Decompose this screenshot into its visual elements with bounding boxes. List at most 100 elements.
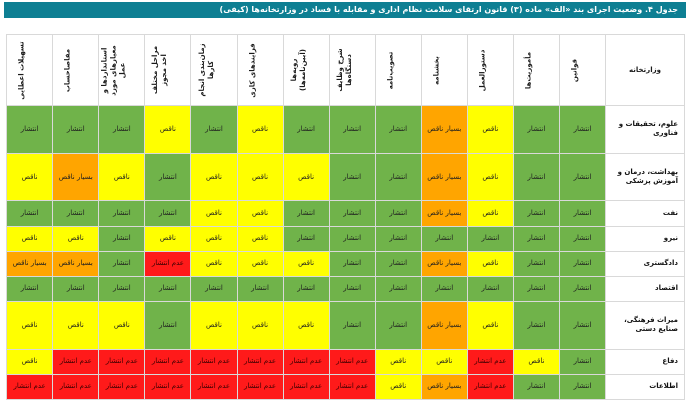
status-cell: انتشار xyxy=(328,225,376,252)
status-cell: انتشار xyxy=(374,200,422,227)
table-row: بهداشت، درمان و آموزش پزشکی انتشار انتشار ن… xyxy=(5,152,685,202)
status-cell: عدم انتشار xyxy=(282,373,330,401)
status-cell: بسیار ناقص xyxy=(420,373,468,401)
column-header: دستورالعمل xyxy=(466,34,514,106)
header-row: وزارتخانه قوانین مأموریت‌ها دستورالعمل ب… xyxy=(5,34,685,106)
status-cell: عدم انتشار xyxy=(52,373,100,401)
status-cell: عدم انتشار xyxy=(98,373,146,401)
status-cell: ناقص xyxy=(190,300,238,350)
status-cell: بسیار ناقص xyxy=(420,152,468,202)
status-cell: عدم انتشار xyxy=(328,348,376,375)
status-cell: انتشار xyxy=(282,275,330,302)
status-cell: ناقص xyxy=(5,348,54,375)
status-cell: انتشار xyxy=(282,225,330,252)
status-cell: انتشار xyxy=(374,275,422,302)
status-cell: ناقص xyxy=(52,300,100,350)
table-row: اقتصاد انتشار انتشار انتشار انتشار انتشار انتش… xyxy=(5,275,685,302)
status-cell: بسیار ناقص xyxy=(5,250,54,277)
status-cell: انتشار xyxy=(374,105,422,154)
corner-header: وزارتخانه xyxy=(605,34,685,106)
table-row: دفاع انتشار ناقص عدم انتشار ناقص ناقص عدم انتش… xyxy=(5,348,685,375)
column-header: زمان‌بندی انجام کارها xyxy=(190,34,238,106)
status-cell: انتشار xyxy=(558,275,607,302)
status-cell: انتشار xyxy=(5,200,54,227)
status-cell: عدم انتشار xyxy=(236,373,284,401)
column-header: مراحل مختلف اخذ مجوز xyxy=(144,34,192,106)
status-cell: ناقص xyxy=(190,200,238,227)
row-header: اطلاعات xyxy=(605,373,685,401)
table-body: علوم، تحقیقات و فناوری انتشار انتشار ناقص بس… xyxy=(5,105,685,401)
status-cell: ناقص xyxy=(236,250,284,277)
status-cell: عدم انتشار xyxy=(328,373,376,401)
status-cell: انتشار xyxy=(512,152,560,202)
status-cell: بسیار ناقص xyxy=(52,152,100,202)
status-cell: انتشار xyxy=(512,250,560,277)
status-cell: ناقص xyxy=(466,105,514,154)
status-cell: عدم انتشار xyxy=(190,348,238,375)
status-cell: انتشار xyxy=(98,200,146,227)
status-cell: انتشار xyxy=(328,200,376,227)
status-cell: انتشار xyxy=(144,300,192,350)
status-cell: عدم انتشار xyxy=(236,348,284,375)
status-table: وزارتخانه قوانین مأموریت‌ها دستورالعمل ب… xyxy=(5,34,685,401)
status-cell: ناقص xyxy=(236,300,284,350)
status-cell: ناقص xyxy=(5,300,54,350)
status-cell: ناقص xyxy=(282,300,330,350)
status-cell: ناقص xyxy=(52,225,100,252)
status-cell: انتشار xyxy=(466,225,514,252)
status-cell: انتشار xyxy=(144,152,192,202)
status-cell: انتشار xyxy=(52,200,100,227)
row-header: بهداشت، درمان و آموزش پزشکی xyxy=(605,152,685,202)
column-header: تسهیلات اعطایی xyxy=(5,34,54,106)
status-cell: ناقص xyxy=(466,250,514,277)
table-header: وزارتخانه قوانین مأموریت‌ها دستورالعمل ب… xyxy=(5,34,685,106)
row-header: علوم، تحقیقات و فناوری xyxy=(605,105,685,154)
column-header: شرح وظایف دستگاه‌ها xyxy=(328,34,376,106)
column-header: تصویب‌نامه xyxy=(374,34,422,106)
status-cell: ناقص xyxy=(420,348,468,375)
status-cell: ناقص xyxy=(236,105,284,154)
status-cell: ناقص xyxy=(190,225,238,252)
table-row: نیرو انتشار انتشار انتشار انتشار انتشار انتشار… xyxy=(5,225,685,252)
status-cell: عدم انتشار xyxy=(144,373,192,401)
status-cell: انتشار xyxy=(512,373,560,401)
status-cell: عدم انتشار xyxy=(52,348,100,375)
table-row: نفت انتشار انتشار ناقص بسیار ناقص انتشار انتشا… xyxy=(5,200,685,227)
row-header: نیرو xyxy=(605,225,685,252)
column-header: فرایندهای کاری xyxy=(236,34,284,106)
status-cell: انتشار xyxy=(236,275,284,302)
column-header: مأموریت‌ها xyxy=(512,34,560,106)
table-row: میراث فرهنگی، صنایع دستی انتشار انتشار ناقص… xyxy=(5,300,685,350)
status-cell: انتشار xyxy=(190,105,238,154)
status-cell: انتشار xyxy=(5,275,54,302)
status-cell: ناقص xyxy=(236,200,284,227)
status-cell: انتشار xyxy=(328,105,376,154)
row-header: اقتصاد xyxy=(605,275,685,302)
column-header: بخشنامه xyxy=(420,34,468,106)
status-cell: انتشار xyxy=(98,250,146,277)
status-cell: ناقص xyxy=(236,152,284,202)
status-cell: بسیار ناقص xyxy=(420,200,468,227)
status-cell: ناقص xyxy=(466,300,514,350)
status-cell: بسیار ناقص xyxy=(420,250,468,277)
status-cell: انتشار xyxy=(558,250,607,277)
status-cell: انتشار xyxy=(512,300,560,350)
row-header: میراث فرهنگی، صنایع دستی xyxy=(605,300,685,350)
status-cell: ناقص xyxy=(512,348,560,375)
status-cell: انتشار xyxy=(328,275,376,302)
status-cell: انتشار xyxy=(558,348,607,375)
status-cell: ناقص xyxy=(236,225,284,252)
status-cell: ناقص xyxy=(144,225,192,252)
status-cell: بسیار ناقص xyxy=(420,300,468,350)
status-cell: انتشار xyxy=(5,105,54,154)
status-cell: انتشار xyxy=(374,225,422,252)
status-cell: عدم انتشار xyxy=(144,348,192,375)
status-cell: انتشار xyxy=(98,275,146,302)
row-header: دفاع xyxy=(605,348,685,375)
status-cell: انتشار xyxy=(558,152,607,202)
status-cell: ناقص xyxy=(5,225,54,252)
status-cell: انتشار xyxy=(144,275,192,302)
column-header: قوانین xyxy=(558,34,607,106)
status-cell: عدم انتشار xyxy=(466,373,514,401)
status-cell: عدم انتشار xyxy=(282,348,330,375)
